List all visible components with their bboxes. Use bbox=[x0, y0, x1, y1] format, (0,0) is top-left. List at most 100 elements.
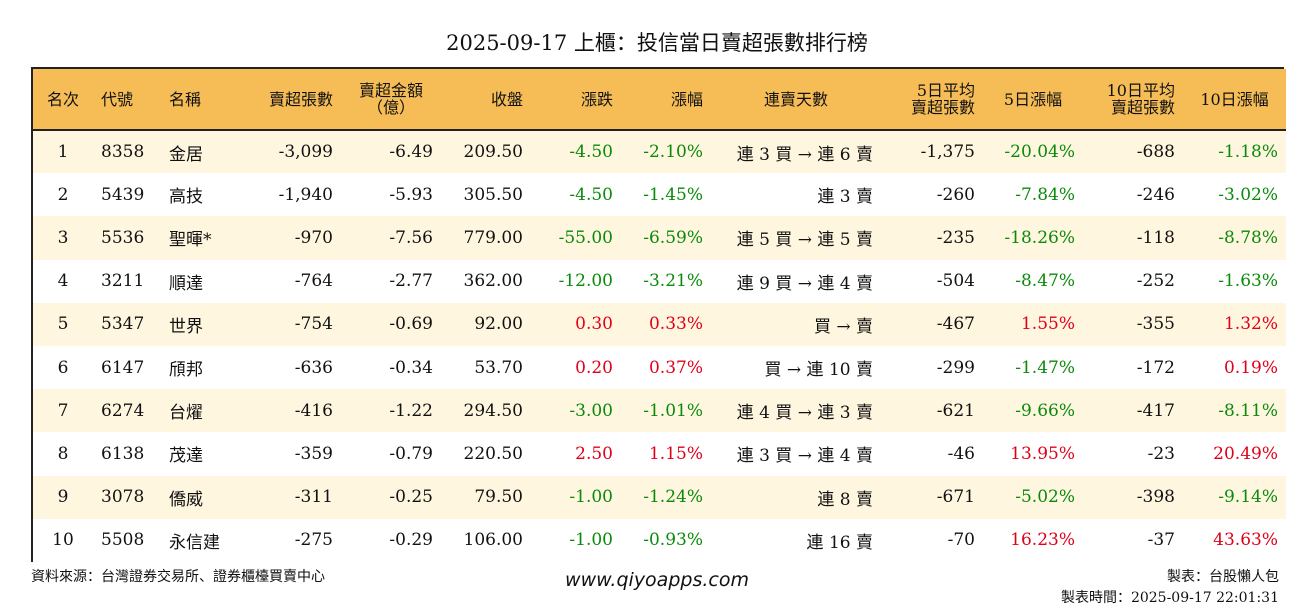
cell-avg10: -417 bbox=[1136, 400, 1175, 421]
table-header-row: 名次 代號 名稱 賣超張數 賣超金額 （億） 收盤 漲跌 漲幅 連賣天數 5日平… bbox=[33, 69, 1286, 131]
cell-sell-amount: -6.49 bbox=[389, 142, 433, 163]
header-rank: 名次 bbox=[33, 69, 93, 131]
cell-name: 頎邦 bbox=[169, 360, 203, 381]
cell-streak: 連 5 買 → 連 5 賣 bbox=[736, 230, 873, 251]
cell-rank: 8 bbox=[57, 443, 69, 464]
cell-streak: 連 3 買 → 連 6 賣 bbox=[736, 144, 873, 165]
cell-rank: 3 bbox=[57, 227, 69, 248]
author-credit: 製表：台股懶人包 bbox=[1167, 569, 1279, 585]
cell-close: 106.00 bbox=[463, 530, 523, 551]
cell-code: 8358 bbox=[101, 142, 145, 163]
header-sell-amount-line1: 賣超金額 bbox=[358, 81, 423, 100]
cell-sell-lots: -1,940 bbox=[278, 184, 333, 205]
cell-rank: 4 bbox=[57, 271, 69, 292]
table-row: 4 3211 順達 -764 -2.77 362.00 -12.00 -3.21% 連 9 買 … bbox=[33, 259, 1286, 303]
cell-streak: 連 3 賣 bbox=[817, 187, 873, 208]
cell-avg5: -235 bbox=[936, 227, 975, 248]
cell-sell-amount: -0.29 bbox=[389, 530, 433, 551]
cell-sell-lots: -359 bbox=[294, 443, 333, 464]
cell-sell-lots: -416 bbox=[294, 400, 333, 421]
cell-change-pct: -0.93% bbox=[643, 530, 703, 551]
website-link[interactable]: www.qiyoapps.com bbox=[565, 569, 749, 591]
cell-sell-amount: -2.77 bbox=[389, 271, 433, 292]
cell-close: 92.00 bbox=[474, 314, 523, 335]
table-row: 9 3078 僑威 -311 -0.25 79.50 -1.00 -1.24% 連 8 賣 -67… bbox=[33, 475, 1286, 519]
cell-rank: 5 bbox=[57, 314, 69, 335]
cell-avg5: -504 bbox=[936, 271, 975, 292]
cell-close: 79.50 bbox=[474, 487, 523, 508]
cell-rank: 6 bbox=[57, 357, 69, 378]
header-close: 收盤 bbox=[441, 69, 531, 131]
cell-pct5: -7.84% bbox=[1015, 184, 1075, 205]
header-avg5: 5日平均 賣超張數 bbox=[881, 69, 983, 131]
header-name: 名稱 bbox=[161, 69, 243, 131]
cell-code: 5508 bbox=[101, 530, 145, 551]
cell-sell-lots: -636 bbox=[294, 357, 333, 378]
cell-name: 茂達 bbox=[169, 446, 203, 467]
cell-change: -1.00 bbox=[569, 530, 613, 551]
cell-streak: 買 → 賣 bbox=[813, 316, 873, 337]
cell-rank: 2 bbox=[57, 184, 69, 205]
cell-pct10: 43.63% bbox=[1213, 530, 1278, 551]
cell-change-pct: -1.24% bbox=[643, 487, 703, 508]
cell-pct5: 13.95% bbox=[1010, 443, 1075, 464]
cell-avg10: -246 bbox=[1136, 184, 1175, 205]
cell-code: 5347 bbox=[101, 314, 145, 335]
cell-avg10: -23 bbox=[1147, 443, 1175, 464]
cell-sell-lots: -275 bbox=[294, 530, 333, 551]
cell-name: 僑威 bbox=[169, 489, 203, 510]
header-avg10-line2: 賣超張數 bbox=[1110, 98, 1175, 117]
cell-pct5: -5.02% bbox=[1015, 487, 1075, 508]
cell-close: 53.70 bbox=[474, 357, 523, 378]
cell-streak: 連 8 賣 bbox=[817, 489, 873, 510]
header-code: 代號 bbox=[93, 69, 161, 131]
cell-streak: 連 3 買 → 連 4 賣 bbox=[736, 446, 873, 467]
header-pct5: 5日漲幅 bbox=[983, 69, 1083, 131]
cell-code: 6147 bbox=[101, 357, 145, 378]
table-row: 1 8358 金居 -3,099 -6.49 209.50 -4.50 -2.10% 連 3 買… bbox=[33, 130, 1286, 174]
table-row: 3 5536 聖暉* -970 -7.56 779.00 -55.00 -6.59% 連 5 買… bbox=[33, 216, 1286, 260]
cell-code: 5536 bbox=[101, 227, 145, 248]
cell-change: -4.50 bbox=[569, 142, 613, 163]
table-row: 7 6274 台燿 -416 -1.22 294.50 -3.00 -1.01% 連 4 買 →… bbox=[33, 389, 1286, 433]
cell-name: 高技 bbox=[169, 187, 203, 208]
cell-code: 3211 bbox=[101, 271, 145, 292]
cell-streak: 連 16 賣 bbox=[806, 532, 873, 553]
ranking-table: 名次 代號 名稱 賣超張數 賣超金額 （億） 收盤 漲跌 漲幅 連賣天數 5日平… bbox=[31, 67, 1286, 562]
cell-name: 金居 bbox=[169, 144, 203, 165]
cell-pct5: -8.47% bbox=[1015, 271, 1075, 292]
cell-name: 世界 bbox=[169, 316, 203, 337]
cell-avg10: -688 bbox=[1136, 142, 1175, 163]
cell-pct10: -3.02% bbox=[1218, 184, 1278, 205]
cell-close: 220.50 bbox=[463, 443, 523, 464]
cell-avg5: -671 bbox=[936, 487, 975, 508]
cell-sell-amount: -1.22 bbox=[389, 400, 433, 421]
cell-change: 0.30 bbox=[575, 314, 613, 335]
cell-avg10: -172 bbox=[1136, 357, 1175, 378]
cell-pct5: -20.04% bbox=[1004, 142, 1075, 163]
cell-rank: 9 bbox=[57, 487, 69, 508]
cell-name: 順達 bbox=[169, 273, 203, 294]
cell-pct10: -1.63% bbox=[1218, 271, 1278, 292]
cell-streak: 連 9 買 → 連 4 賣 bbox=[736, 273, 873, 294]
generated-timestamp: 製表時間：2025-09-17 22:01:31 bbox=[1060, 590, 1279, 606]
cell-code: 3078 bbox=[101, 487, 145, 508]
table-row: 10 5508 永信建 -275 -0.29 106.00 -1.00 -0.93% 連 16 … bbox=[33, 518, 1286, 562]
cell-streak: 買 → 連 10 賣 bbox=[764, 360, 874, 381]
cell-pct5: -9.66% bbox=[1015, 400, 1075, 421]
cell-pct10: -8.78% bbox=[1218, 227, 1278, 248]
cell-avg10: -252 bbox=[1136, 271, 1175, 292]
header-avg10-line1: 10日平均 bbox=[1106, 81, 1175, 100]
cell-avg5: -46 bbox=[947, 443, 975, 464]
cell-avg5: -70 bbox=[947, 530, 975, 551]
cell-name: 永信建 bbox=[169, 532, 220, 553]
cell-change-pct: -1.45% bbox=[643, 184, 703, 205]
table-row: 5 5347 世界 -754 -0.69 92.00 0.30 0.33% 買 → 賣 -467 1… bbox=[33, 302, 1286, 346]
cell-avg5: -299 bbox=[936, 357, 975, 378]
cell-change: -55.00 bbox=[558, 227, 613, 248]
header-avg5-line2: 賣超張數 bbox=[910, 98, 975, 117]
header-sell-amount-line2: （億） bbox=[366, 98, 415, 117]
header-avg5-line1: 5日平均 bbox=[916, 81, 975, 100]
table-row: 2 5439 高技 -1,940 -5.93 305.50 -4.50 -1.45% 連 3 賣… bbox=[33, 173, 1286, 217]
cell-change: 0.20 bbox=[575, 357, 613, 378]
